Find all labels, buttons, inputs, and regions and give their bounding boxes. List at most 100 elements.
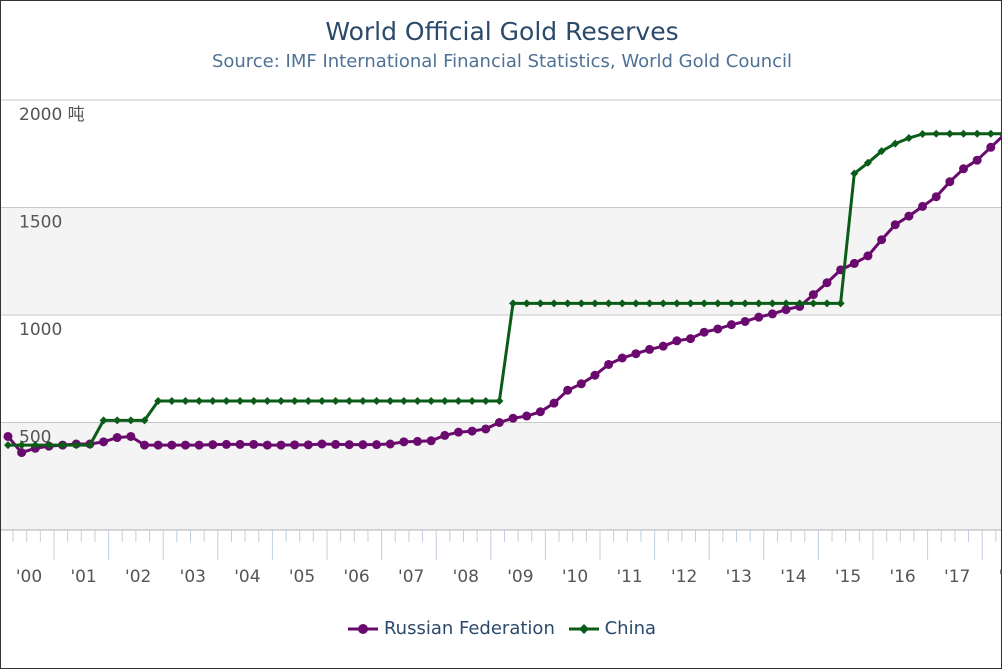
x-tick-label: '02 (125, 567, 151, 587)
data-point-russian-federation (344, 440, 354, 450)
data-point-russian-federation (153, 440, 163, 450)
chart-subtitle: Source: IMF International Financial Stat… (211, 51, 793, 72)
data-point-china (236, 397, 245, 405)
data-point-china (208, 397, 217, 405)
x-tick-label: '03 (180, 567, 206, 587)
series-russian-federation (3, 130, 1002, 458)
data-point-china (85, 441, 94, 450)
data-point-china (686, 299, 695, 308)
data-point-russian-federation (508, 413, 518, 423)
data-point-russian-federation (358, 440, 368, 450)
x-tick-label: '05 (289, 567, 315, 587)
data-point-china (741, 299, 750, 308)
data-point-russian-federation (372, 440, 382, 450)
data-point-china (468, 397, 477, 405)
data-point-russian-federation (221, 439, 231, 449)
data-point-russian-federation (180, 440, 190, 450)
plot-bands (1, 207, 1001, 530)
data-point-russian-federation (781, 305, 791, 315)
data-point-china (645, 299, 654, 308)
x-tick-label: '14 (780, 567, 806, 587)
data-point-china (277, 397, 285, 405)
data-point-china (126, 416, 135, 425)
data-point-russian-federation (631, 349, 641, 359)
y-tick-label: 1000 (19, 320, 62, 340)
data-point-china (700, 299, 709, 308)
data-point-china (768, 299, 777, 308)
data-point-russian-federation (576, 379, 586, 389)
data-point-china (44, 441, 53, 450)
data-point-china (454, 397, 463, 405)
plot-band (1, 207, 1001, 315)
data-point-china (932, 129, 941, 138)
data-point-china (440, 397, 449, 405)
data-point-china (263, 397, 272, 405)
data-point-russian-federation (849, 258, 859, 268)
data-point-china (945, 129, 954, 138)
legend-swatch-russian-federation (347, 623, 378, 634)
data-point-russian-federation (453, 427, 463, 437)
data-point-russian-federation (808, 290, 818, 300)
chart-title: World Official Gold Reserves (325, 17, 679, 46)
data-point-china (904, 134, 913, 143)
x-tick-label: '09 (507, 567, 533, 587)
data-point-china (863, 158, 872, 167)
data-point-china (58, 441, 67, 450)
data-point-russian-federation (767, 309, 777, 319)
plot-band (1, 422, 1001, 530)
x-tick-label: '11 (616, 567, 642, 587)
data-point-china (222, 397, 231, 405)
data-point-russian-federation (822, 278, 832, 288)
data-point-china (427, 397, 436, 405)
data-point-russian-federation (972, 155, 982, 165)
data-point-russian-federation (249, 439, 259, 449)
data-point-china (590, 299, 599, 308)
data-point-russian-federation (890, 220, 900, 230)
data-point-china (823, 299, 831, 308)
data-point-china (167, 397, 176, 405)
data-point-russian-federation (140, 440, 149, 450)
data-point-china (4, 441, 12, 450)
data-point-china (509, 299, 518, 308)
x-tick-label: '15 (835, 567, 861, 587)
data-point-russian-federation (303, 440, 313, 450)
data-point-china (358, 397, 367, 405)
data-point-china (386, 397, 395, 405)
data-point-russian-federation (426, 436, 436, 446)
data-point-russian-federation (208, 440, 218, 450)
data-point-russian-federation (3, 431, 13, 441)
data-point-china (631, 299, 640, 308)
data-point-china (99, 416, 108, 425)
data-point-china (31, 441, 40, 450)
data-point-russian-federation (317, 439, 327, 449)
data-point-russian-federation (126, 431, 136, 441)
data-point-china (604, 299, 613, 308)
data-point-china (536, 299, 545, 308)
x-tick-label: '17 (944, 567, 970, 587)
series-layer (3, 129, 1002, 458)
data-point-china (17, 441, 26, 450)
x-tick-label: '07 (398, 567, 424, 587)
legend-label-russian-federation: Russian Federation (383, 618, 555, 639)
data-point-china (713, 299, 722, 308)
data-point-china (672, 299, 681, 308)
y-axis: 2000 吨 1500 1000 500 (19, 105, 85, 448)
x-tick-label: '16 (889, 567, 915, 587)
data-point-russian-federation (481, 424, 491, 434)
legend: Russian Federation China (1, 618, 1002, 641)
data-point-russian-federation (563, 385, 573, 395)
data-point-china (836, 299, 845, 308)
legend-item-china[interactable]: China (568, 618, 656, 639)
data-point-russian-federation (262, 440, 272, 450)
data-point-china (195, 397, 204, 405)
legend-item-russian-federation[interactable]: Russian Federation (347, 618, 555, 639)
data-point-russian-federation (112, 433, 122, 443)
data-point-russian-federation (235, 439, 245, 449)
data-point-china (113, 416, 122, 425)
data-point-russian-federation (590, 370, 600, 380)
data-point-china (986, 129, 995, 138)
data-point-russian-federation (617, 353, 627, 363)
x-tick-label: '00 (16, 567, 42, 587)
data-point-china (918, 129, 927, 138)
